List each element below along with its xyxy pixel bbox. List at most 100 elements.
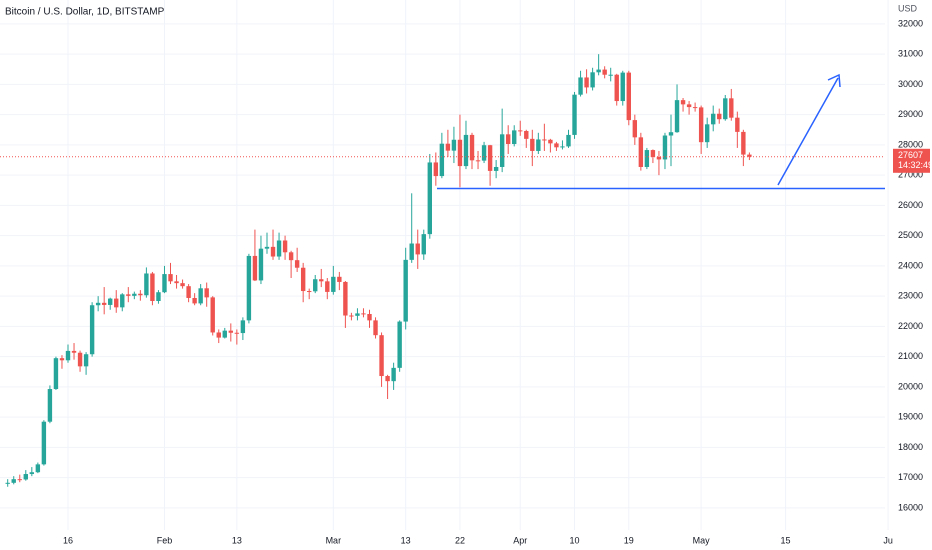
candle-body <box>270 246 276 257</box>
candle-body <box>626 72 631 121</box>
candle-body <box>415 243 420 255</box>
candle-body <box>524 130 529 139</box>
candle-body <box>421 234 426 255</box>
candle-body <box>542 139 547 141</box>
candle-body <box>723 98 728 120</box>
candle-body <box>11 479 16 483</box>
candle-body <box>5 482 10 484</box>
candle-body <box>331 276 336 292</box>
candle-body <box>596 69 601 73</box>
candle-body <box>186 286 191 298</box>
candle-body <box>325 281 330 292</box>
candle-body <box>445 143 451 151</box>
candle-body <box>216 332 221 338</box>
candle-body <box>180 283 185 287</box>
candle-body <box>391 367 396 382</box>
candle-body <box>234 332 240 334</box>
candle-body <box>614 74 619 102</box>
candle-body <box>288 252 294 261</box>
candle-body <box>144 273 149 296</box>
candle-body <box>95 302 101 306</box>
candle-body <box>132 293 137 296</box>
candle-body <box>379 335 384 377</box>
candle-body <box>475 160 481 162</box>
candle-body <box>717 113 722 120</box>
candle-body <box>252 255 258 281</box>
y-tick-label: 29000 <box>898 109 923 119</box>
candle-body <box>572 94 577 135</box>
candle-body <box>77 352 83 367</box>
candle-body <box>548 139 553 144</box>
countdown-label: 14:32:49 <box>898 160 932 170</box>
candle-body <box>150 273 155 301</box>
axes: 16000 17000 18000 19000 20000 21000 22000 23000… <box>63 18 932 545</box>
candle-body <box>83 354 89 367</box>
candle-body <box>258 248 264 281</box>
candle-body <box>578 77 583 95</box>
candle-body <box>210 297 215 333</box>
candle-body <box>373 320 378 336</box>
candle-body <box>89 305 95 355</box>
candle-body <box>138 293 143 296</box>
candle-body <box>698 107 704 143</box>
candle-body <box>294 260 300 268</box>
candle-body <box>337 276 342 282</box>
candle-body <box>240 320 246 334</box>
candle-body <box>264 246 270 249</box>
candle-body <box>427 162 432 235</box>
candle-body <box>674 100 680 133</box>
candle-body <box>487 145 493 171</box>
y-tick-label: 23000 <box>898 291 923 301</box>
candle-body <box>584 77 589 88</box>
y-tick-label: 24000 <box>898 260 923 270</box>
candle-body <box>433 162 439 177</box>
candle-body <box>168 274 173 282</box>
y-tick-label: 21000 <box>898 351 923 361</box>
y-tick-label: 30000 <box>898 79 923 89</box>
candle-body <box>367 314 372 321</box>
y-tick-label: 20000 <box>898 381 923 391</box>
candle-body <box>246 255 252 321</box>
candle-body <box>162 274 167 293</box>
x-tick-label: 16 <box>63 535 73 545</box>
projection-arrow <box>777 77 839 186</box>
candle-body <box>650 150 656 158</box>
candle-body <box>282 240 288 253</box>
y-tick-label: 32000 <box>898 18 923 28</box>
candle-body <box>644 150 650 167</box>
candle-body <box>47 389 53 422</box>
candle-body <box>29 472 35 475</box>
candle-body <box>355 313 360 316</box>
candle-body <box>608 74 613 76</box>
candle-body <box>59 358 65 361</box>
candle-body <box>120 294 125 308</box>
candle-body <box>680 100 686 105</box>
last-price-tag <box>893 148 930 173</box>
candle-body <box>602 69 607 75</box>
candle-body <box>276 240 282 257</box>
candle-body <box>590 72 595 88</box>
candle-body <box>114 298 119 308</box>
candle-body <box>704 124 710 143</box>
candle-body <box>204 288 209 298</box>
candle-body <box>451 139 457 151</box>
candles <box>0 54 885 487</box>
candle-body <box>65 350 71 361</box>
x-tick-label: Mar <box>326 535 342 545</box>
x-tick-label: May <box>693 535 711 545</box>
candle-body <box>385 376 390 382</box>
chart-title: Bitcoin / U.S. Dollar, 1D, BITSTAMP <box>5 7 165 18</box>
candle-body <box>126 294 131 296</box>
candle-body <box>620 72 625 102</box>
x-tick-label: 10 <box>570 535 580 545</box>
candle-body <box>228 330 234 333</box>
candle-body <box>692 107 698 109</box>
y-tick-label: 25000 <box>898 230 923 240</box>
candle-body <box>735 117 740 132</box>
candle-body <box>156 292 161 301</box>
y-tick-label: 28000 <box>898 139 923 149</box>
candle-body <box>457 139 463 167</box>
candle-body <box>108 298 113 305</box>
y-tick-label: 16000 <box>898 502 923 512</box>
